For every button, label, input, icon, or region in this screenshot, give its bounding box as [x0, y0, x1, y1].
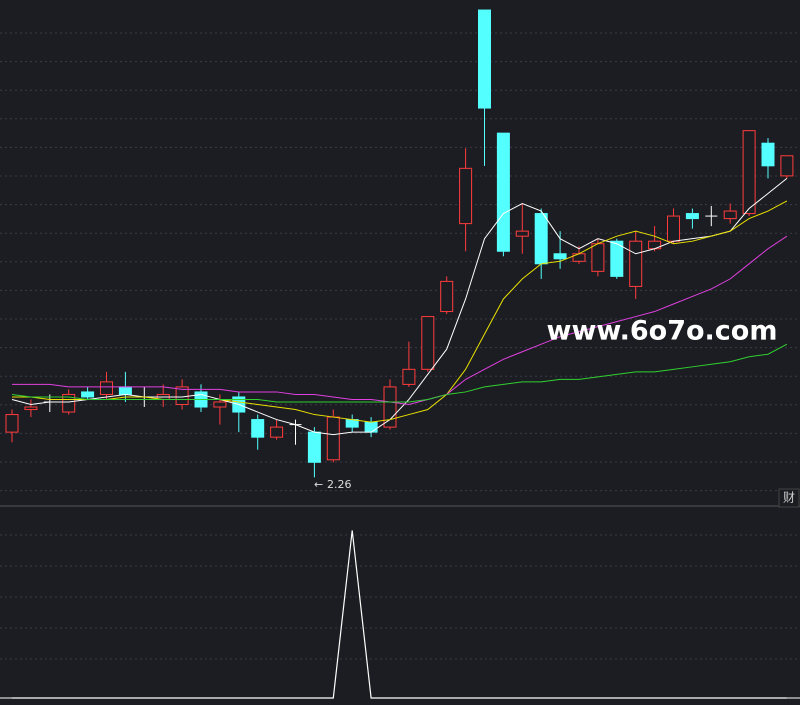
- candle-body: [24, 406, 38, 411]
- candle-body: [81, 391, 95, 398]
- candle-body: [270, 426, 284, 438]
- candle-body: [459, 167, 473, 225]
- candle-body: [402, 368, 416, 385]
- candle-body: [591, 243, 605, 272]
- moving-average: [11, 343, 788, 403]
- price-panel: [5, 9, 794, 478]
- candle-body: [610, 240, 624, 277]
- candle-body: [685, 213, 699, 220]
- candle-body: [553, 253, 567, 260]
- indicator-panel: [0, 530, 800, 699]
- candle-body: [251, 419, 265, 438]
- candle-body: [364, 421, 378, 433]
- candle-body: [213, 401, 227, 408]
- candle-body: [496, 132, 510, 252]
- candle-body: [118, 386, 132, 395]
- candle-body: [5, 414, 19, 433]
- candle-body: [383, 386, 397, 428]
- candle-body: [307, 431, 321, 463]
- candle-body: [421, 316, 435, 370]
- candle-body: [100, 381, 113, 395]
- low-arrow: ←: [314, 478, 323, 491]
- grid: [0, 32, 800, 660]
- moving-average: [12, 235, 788, 406]
- candle-body: [629, 240, 643, 287]
- candle-body: [761, 142, 775, 167]
- indicator-line: [12, 530, 787, 699]
- candle-body: [742, 130, 756, 215]
- low-label: 2.26: [327, 478, 352, 491]
- moving-average: [12, 200, 788, 423]
- candle-body: [515, 230, 529, 237]
- candle-body: [572, 253, 586, 262]
- watermark: www.6o7o.com: [547, 316, 778, 347]
- candle-body: [723, 210, 737, 220]
- candle-body: [440, 280, 454, 313]
- tab-label[interactable]: 财: [783, 491, 795, 505]
- candle-body: [62, 393, 76, 413]
- candle-body: [326, 416, 340, 461]
- candle-body: [478, 9, 491, 109]
- candle-body: [648, 240, 662, 250]
- candle-body: [345, 419, 359, 428]
- tab-box: [778, 488, 800, 508]
- candle-body: [780, 155, 794, 177]
- candle-body: [534, 213, 548, 265]
- candle-body: [667, 215, 680, 242]
